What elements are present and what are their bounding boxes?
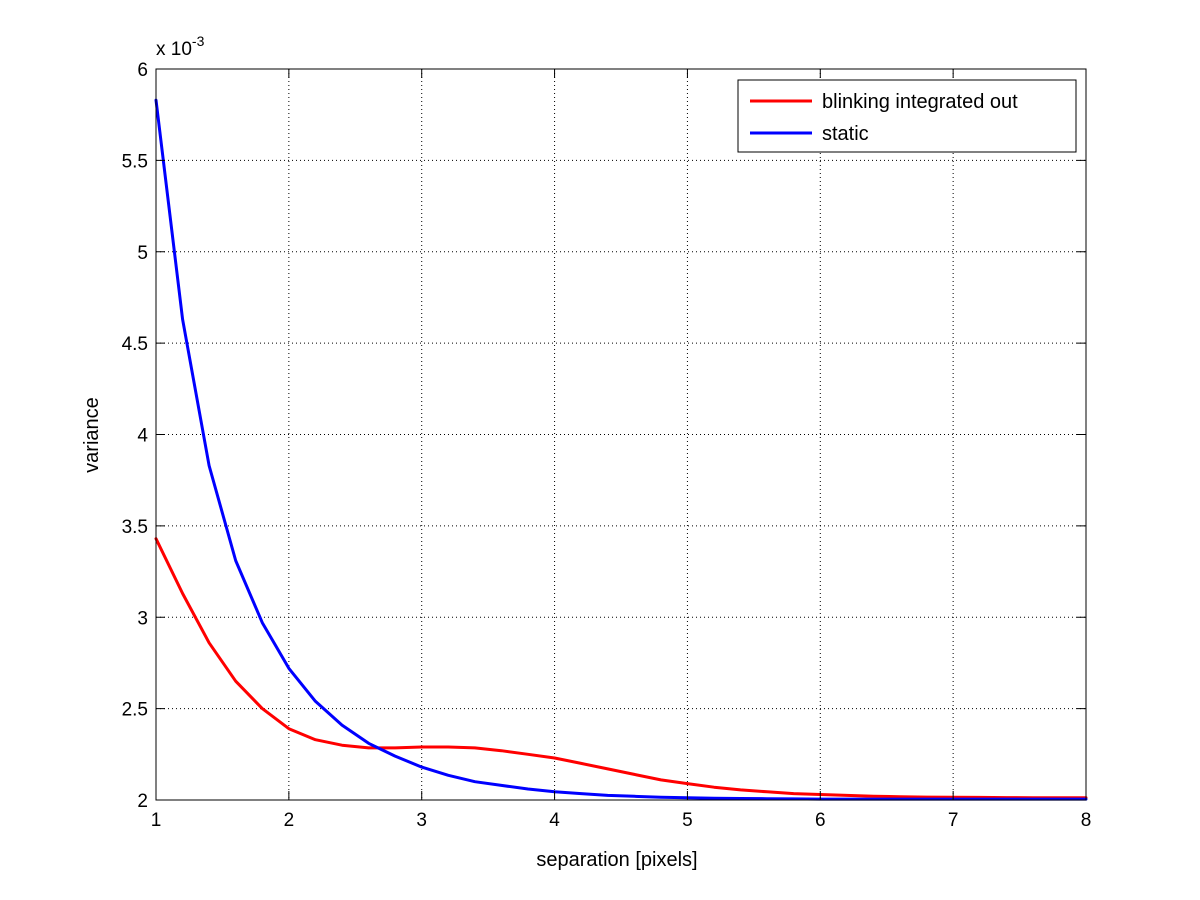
y-tick-label: 3.5 [122,517,148,538]
x-tick-labels: 1 2 3 4 5 6 7 8 [151,810,1092,831]
axis-ticks [155,68,1087,801]
legend-label-series-1: blinking integrated out [822,91,1018,113]
y-tick-label: 5.5 [122,151,148,172]
grid-lines [156,69,1086,800]
x-tick-label: 6 [815,810,826,831]
legend: blinking integrated out static [737,79,1077,153]
y-tick-label: 2.5 [122,700,148,721]
x-tick-label: 8 [1081,810,1092,831]
y-tick-label: 6 [137,60,148,81]
y-scale-factor: x 10-3 [156,33,205,60]
y-tick-label: 4 [137,426,148,447]
x-tick-label: 3 [416,810,427,831]
y-tick-label: 2 [137,791,148,812]
series-line-2 [154,98,1088,801]
x-tick-label: 2 [284,810,295,831]
x-tick-label: 5 [682,810,693,831]
legend-label-series-2: static [822,123,869,145]
y-tick-label: 3 [137,608,148,629]
data-series [154,98,1088,801]
y-tick-label: 4.5 [122,334,148,355]
x-axis-label: separation [pixels] [536,849,697,871]
y-axis-label: variance [81,397,103,473]
y-tick-labels: 2 2.5 3 3.5 4 4.5 5 5.5 6 [122,60,149,812]
series-line-1 [154,537,1088,800]
x-tick-label: 7 [948,810,959,831]
legend-box [737,79,1077,153]
y-tick-label: 5 [137,243,148,264]
y-scale-exponent: -3 [192,33,205,49]
x-tick-label: 1 [151,810,162,831]
x-tick-label: 4 [549,810,560,831]
